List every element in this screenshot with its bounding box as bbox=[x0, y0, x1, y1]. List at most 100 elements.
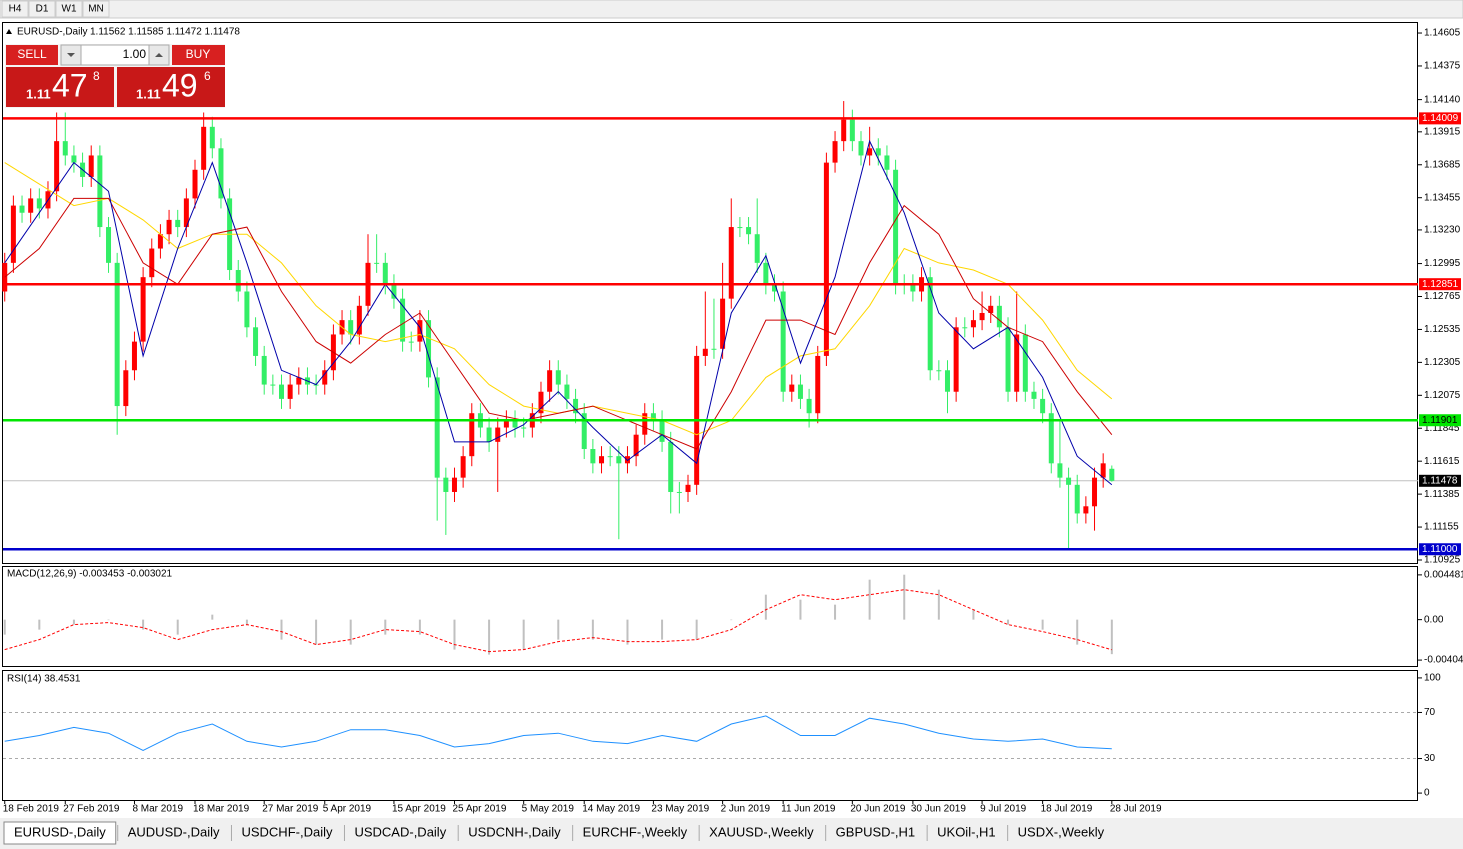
y-tick-label: 1.13685 bbox=[1424, 159, 1461, 170]
buy-button[interactable] bbox=[172, 45, 225, 65]
candle-body bbox=[62, 141, 68, 156]
arrow bbox=[67, 53, 75, 57]
tab-label: UKOil-,H1 bbox=[937, 824, 996, 839]
candle-body bbox=[400, 298, 406, 342]
candle-body bbox=[581, 413, 587, 450]
macd-bar bbox=[868, 579, 871, 620]
x-tick-label: 18 Feb 2019 bbox=[3, 804, 60, 815]
y-tick-label: 70 bbox=[1424, 707, 1436, 718]
candle-body bbox=[711, 348, 717, 350]
buy-price-box[interactable] bbox=[117, 67, 225, 107]
candle-body bbox=[1031, 391, 1037, 399]
rsi-panel bbox=[2, 670, 1418, 801]
candle-body bbox=[36, 198, 42, 209]
y-tick-label: 1.14375 bbox=[1424, 61, 1461, 72]
y-tick-label: 0 bbox=[1424, 788, 1430, 799]
y-tick-label: 1.12765 bbox=[1424, 291, 1461, 302]
y-tick-label: 1.11615 bbox=[1424, 456, 1460, 467]
tab[interactable] bbox=[927, 822, 1006, 844]
tab-label: USDCHF-,Daily bbox=[241, 824, 333, 839]
timeframe-button[interactable] bbox=[1, 0, 29, 18]
timeframe-label: W1 bbox=[62, 4, 77, 15]
macd-bar bbox=[211, 614, 214, 620]
y-tick-label: 0.004481 bbox=[1424, 570, 1463, 581]
timeframe-button[interactable] bbox=[28, 0, 56, 18]
tab[interactable] bbox=[572, 822, 698, 844]
candle-body bbox=[590, 449, 596, 464]
candle-body bbox=[356, 305, 362, 335]
candle-body bbox=[676, 491, 682, 493]
sell-price-box[interactable] bbox=[6, 67, 114, 107]
candle-body bbox=[503, 420, 509, 428]
y-tick-label: 0.00 bbox=[1424, 614, 1444, 625]
timeframe-label: MN bbox=[88, 4, 104, 15]
candle-body bbox=[261, 355, 267, 385]
candle-body bbox=[616, 456, 622, 464]
candle-body bbox=[417, 320, 423, 342]
buy-price-prefix: 1.11 bbox=[136, 86, 161, 101]
macd-bar bbox=[695, 619, 698, 640]
tab[interactable] bbox=[3, 821, 117, 845]
sell-label: SELL bbox=[17, 47, 47, 61]
candle-body bbox=[737, 227, 743, 229]
candle-body bbox=[910, 284, 916, 292]
candle-body bbox=[944, 370, 950, 392]
current-price-label: 1.11478 bbox=[1422, 475, 1458, 486]
candle-body bbox=[789, 384, 795, 392]
timeframe-button[interactable] bbox=[82, 0, 110, 18]
candle-body bbox=[443, 477, 449, 492]
candle-body bbox=[1083, 506, 1089, 514]
candle-body bbox=[270, 384, 276, 386]
tab[interactable] bbox=[231, 822, 343, 844]
candle-body bbox=[1014, 334, 1020, 392]
tab[interactable] bbox=[344, 822, 457, 844]
candle-body bbox=[1057, 463, 1063, 478]
candle-body bbox=[235, 270, 241, 292]
y-tick-label: 1.12075 bbox=[1424, 390, 1461, 401]
candle-body bbox=[849, 119, 855, 142]
timeframe-label: D1 bbox=[36, 4, 49, 15]
x-tick-label: 25 Apr 2019 bbox=[452, 804, 506, 815]
candle-body bbox=[1066, 477, 1072, 485]
candle-body bbox=[607, 456, 613, 458]
macd-bar bbox=[315, 619, 318, 645]
candle-body bbox=[599, 456, 605, 464]
collapse-icon bbox=[6, 29, 12, 34]
macd-bar bbox=[3, 619, 6, 635]
macd-bar bbox=[1076, 619, 1079, 645]
candle-body bbox=[426, 320, 432, 378]
sell-price-prefix: 1.11 bbox=[26, 86, 51, 101]
candle-body bbox=[469, 413, 475, 457]
main-panel bbox=[2, 22, 1418, 564]
tab[interactable] bbox=[1007, 822, 1115, 844]
level-label: 1.14009 bbox=[1422, 113, 1459, 124]
macd-bar bbox=[799, 599, 802, 620]
tab[interactable] bbox=[117, 822, 230, 844]
macd-bar bbox=[280, 619, 283, 640]
timeframe-label: H4 bbox=[9, 4, 22, 15]
timeframe-button[interactable] bbox=[55, 0, 83, 18]
x-tick-label: 18 Mar 2019 bbox=[193, 804, 250, 815]
x-tick-label: 15 Apr 2019 bbox=[392, 804, 446, 815]
candle-body bbox=[970, 320, 976, 328]
y-tick-label: 1.11845 bbox=[1424, 423, 1460, 434]
macd-panel bbox=[2, 566, 1418, 667]
macd-bar bbox=[1110, 619, 1113, 655]
candle-body bbox=[538, 391, 544, 414]
x-tick-label: 5 May 2019 bbox=[522, 804, 575, 815]
candle-body bbox=[175, 219, 181, 228]
tab[interactable] bbox=[699, 822, 824, 844]
tab[interactable] bbox=[458, 822, 571, 844]
x-tick-label: 28 Jul 2019 bbox=[1110, 804, 1162, 815]
tab[interactable] bbox=[825, 822, 926, 844]
buy-price-small: 6 bbox=[204, 69, 211, 83]
sell-price-big: 47 bbox=[52, 67, 88, 103]
current-price-box bbox=[1419, 474, 1461, 487]
toolbar bbox=[0, 0, 1463, 19]
candle-body bbox=[547, 370, 553, 392]
candle-body bbox=[287, 384, 293, 399]
sell-button[interactable] bbox=[6, 45, 58, 65]
candle-body bbox=[893, 169, 899, 285]
candle-body bbox=[763, 262, 769, 285]
